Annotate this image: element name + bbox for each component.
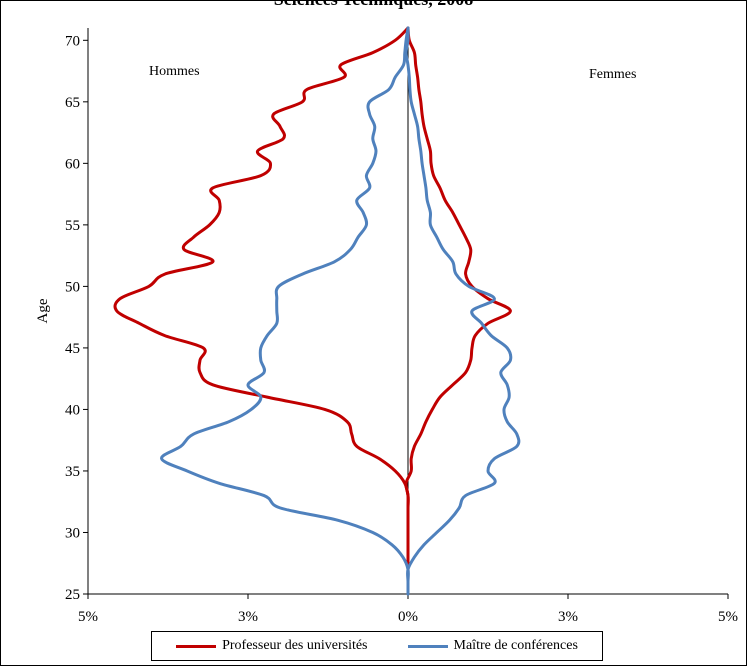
series-line-maitre-men: [160, 26, 410, 596]
y-tick-label: 55: [65, 218, 80, 234]
y-tick-label: 40: [65, 402, 80, 418]
y-axis-label: Age: [35, 298, 51, 323]
legend: Professeur des universités Maître de con…: [151, 631, 603, 661]
x-tick-label: 5%: [718, 609, 738, 625]
annotation-femmes: Femmes: [589, 67, 636, 82]
legend-swatch-professeur: [176, 644, 217, 648]
y-tick-label: 25: [65, 587, 80, 603]
y-tick-label: 50: [65, 279, 80, 295]
legend-swatch-maitre: [407, 644, 448, 648]
legend-label-professeur: Professeur des universités: [222, 638, 368, 653]
legend-label-maitre: Maître de conférences: [453, 638, 578, 653]
x-tick-label: 3%: [558, 609, 578, 625]
axes: 25 30 35 40 45 50 55 60 65 70 5% 3% 0% 3% 5% Age: [35, 28, 738, 625]
annotation-hommes: Hommes: [149, 64, 200, 79]
y-tick-label: 65: [65, 95, 80, 111]
x-tick-label: 0%: [398, 609, 418, 625]
series-layer: [113, 26, 521, 596]
series-line-maitre-women: [404, 26, 521, 596]
series-line-professeur-men: [113, 26, 410, 584]
y-tick-label: 60: [65, 156, 80, 172]
y-tick-label: 30: [65, 525, 80, 541]
series-line-professeur-women: [404, 26, 512, 584]
y-tick-label: 45: [65, 341, 80, 357]
y-tick-label: 70: [65, 33, 80, 49]
y-tick-label: 35: [65, 464, 80, 480]
x-tick-label: 3%: [238, 609, 258, 625]
legend-item-professeur: Professeur des universités: [176, 638, 368, 654]
chart-title: Sciences Techniques, 2008: [1, 0, 746, 10]
legend-item-maitre: Maître de conférences: [407, 638, 578, 654]
x-tick-label: 5%: [78, 609, 98, 625]
